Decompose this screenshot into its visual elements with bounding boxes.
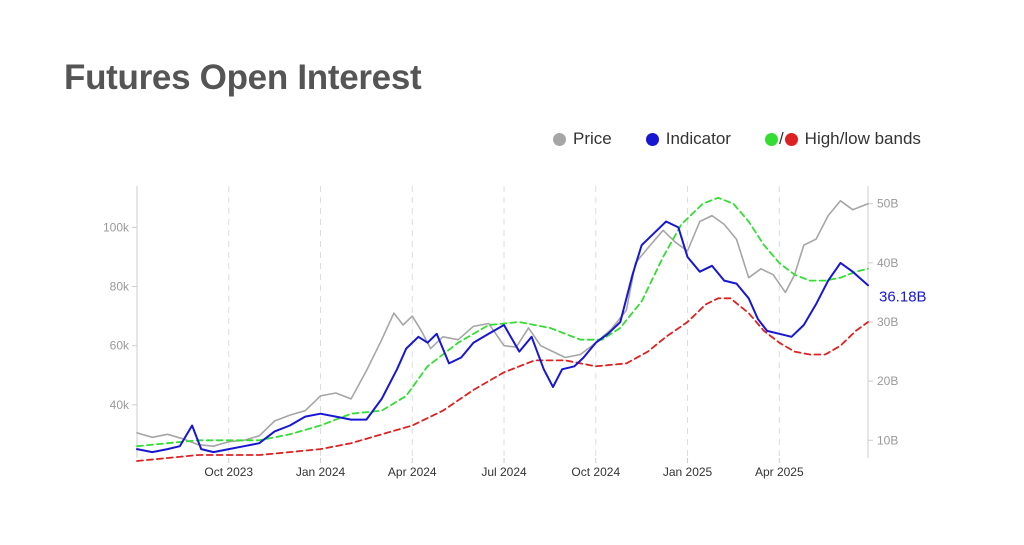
legend-bands-label: High/low bands — [804, 129, 921, 148]
y-left-tick-label-2: 80k — [110, 280, 130, 294]
y-right-tick-label-1: 20B — [877, 374, 898, 388]
legend-price-label: Price — [573, 129, 612, 148]
y-left-tick-label-1: 60k — [110, 339, 130, 353]
x-tick-label-4: Oct 2024 — [571, 465, 620, 479]
x-tick-label-6: Apr 2025 — [755, 465, 804, 479]
y-right-tick-label-2: 30B — [877, 315, 898, 329]
legend-item-bands[interactable]: / High/low bands — [764, 129, 921, 149]
low-band-line — [136, 297, 869, 462]
high-band-dot-icon — [764, 132, 778, 146]
x-tick-label-2: Apr 2024 — [388, 465, 437, 479]
y-right-tick-label-3: 40B — [877, 256, 898, 270]
legend-slash: / — [778, 129, 784, 148]
legend: Price Indicator / High/low bands — [553, 128, 921, 150]
indicator-dot-icon — [645, 132, 659, 146]
indicator-line — [136, 220, 869, 454]
indicator-last-value-label: 36.18B — [879, 288, 927, 305]
y-left-tick-label-3: 100k — [103, 220, 130, 234]
legend-item-price[interactable]: Price — [553, 129, 612, 149]
legend-item-indicator[interactable]: Indicator — [645, 129, 731, 149]
price-dot-icon — [553, 132, 566, 146]
y-right-tick-label-4: 50B — [877, 197, 898, 211]
x-tick-label-0: Oct 2023 — [204, 465, 253, 479]
x-tick-label-5: Jan 2025 — [663, 465, 713, 479]
low-band-dot-icon — [784, 132, 798, 146]
x-tick-label-1: Jan 2024 — [296, 465, 346, 479]
price-line — [136, 200, 869, 447]
chart-title: Futures Open Interest — [64, 58, 422, 97]
high-band-line — [136, 196, 869, 448]
legend-indicator-label: Indicator — [665, 129, 731, 148]
y-left-tick-label-0: 40k — [110, 398, 130, 412]
y-right-tick-label-0: 10B — [877, 433, 898, 447]
x-tick-label-3: Jul 2024 — [481, 465, 527, 479]
